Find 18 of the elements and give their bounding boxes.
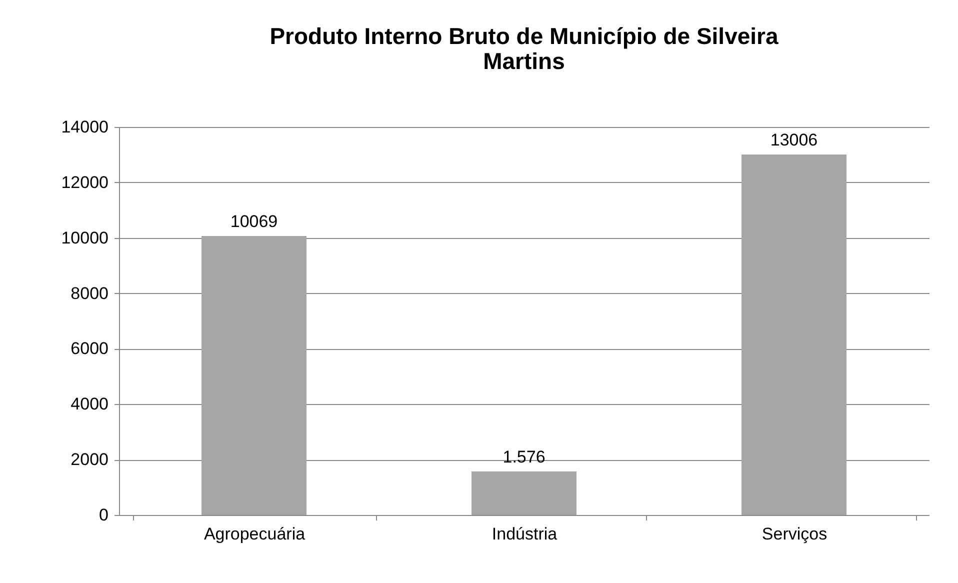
y-tick-label: 2000	[70, 450, 108, 470]
bar	[472, 471, 576, 515]
x-tick-label: Indústria	[492, 524, 558, 544]
data-label: 10069	[230, 212, 278, 231]
y-tick-label: 14000	[61, 118, 108, 136]
chart-title: Produto Interno Bruto de Município de Silveira Martins	[270, 23, 778, 74]
y-tick-label: 10000	[61, 228, 108, 248]
bar	[742, 154, 846, 515]
data-label: 13006	[770, 130, 818, 150]
y-tick-label: 12000	[61, 172, 108, 192]
y-tick-label: 4000	[70, 394, 108, 414]
y-tick-label: 0	[99, 506, 108, 524]
data-label: 1.576	[502, 447, 546, 466]
x-tick-label: Serviços	[762, 524, 828, 544]
y-tick-label: 8000	[70, 284, 108, 303]
y-tick-label: 6000	[70, 339, 108, 358]
bar	[202, 236, 306, 515]
x-tick-label: Agropecuária	[204, 524, 306, 544]
